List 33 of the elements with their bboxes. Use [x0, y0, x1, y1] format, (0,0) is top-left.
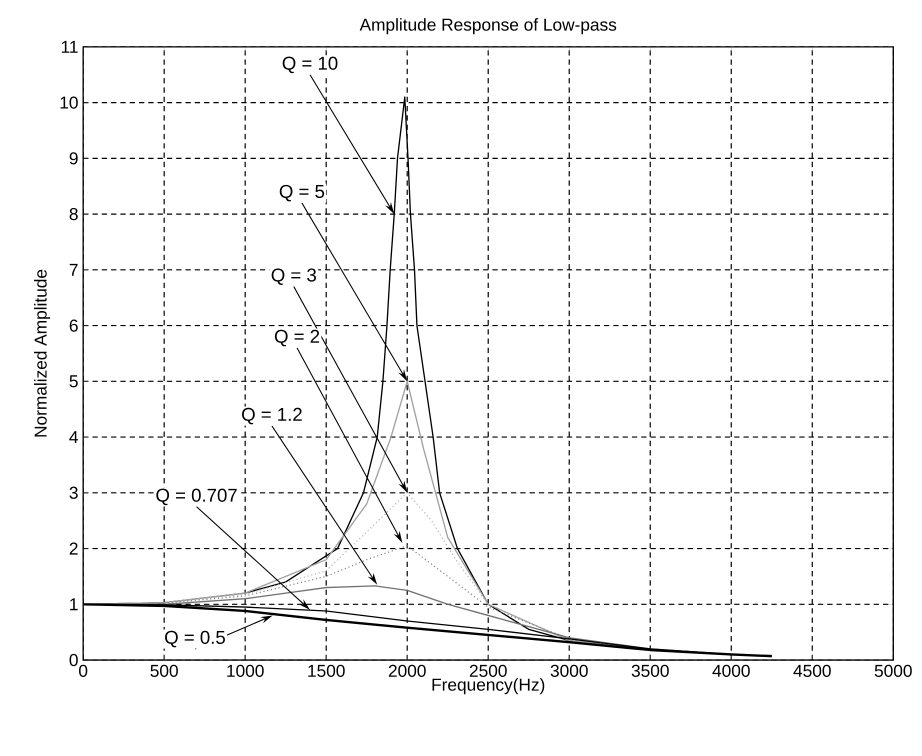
- x-tick-label: 2500: [470, 664, 507, 677]
- chart-title: Amplitude Response of Low-pass: [360, 18, 616, 34]
- y-tick-label: 9: [70, 152, 78, 164]
- x-tick-label: 500: [150, 664, 178, 677]
- x-tick-label: 1000: [227, 664, 264, 677]
- x-axis-title: Frequency(Hz): [432, 678, 544, 694]
- annotation: Q = 2: [274, 330, 320, 346]
- annotation: Q = 1.2: [242, 408, 302, 424]
- y-tick-label: 10: [60, 96, 78, 109]
- y-tick-label: 2: [70, 542, 78, 555]
- y-axis-title: Normalized Amplitude: [34, 270, 50, 436]
- y-tick-label: 11: [62, 40, 78, 53]
- x-tick-label: 2000: [388, 664, 426, 677]
- x-tick-label: 4500: [793, 664, 831, 677]
- annotation: Q = 10: [282, 56, 338, 74]
- annotation: Q = 5: [280, 184, 324, 202]
- y-tick-label: 8: [70, 208, 78, 220]
- y-tick-label: 0: [70, 654, 78, 666]
- x-tick-label: 4000: [712, 664, 750, 677]
- y-tick-label: 7: [70, 264, 78, 276]
- y-tick-label: 1: [70, 598, 78, 610]
- annotation: Q = 0.5: [165, 630, 225, 648]
- y-tick-label: 3: [70, 486, 78, 499]
- y-tick-label: 5: [70, 375, 78, 388]
- y-tick-label: 6: [70, 319, 78, 332]
- x-tick-label: 5000: [874, 664, 912, 677]
- annotation: Q = 3: [272, 268, 316, 285]
- x-tick-label: 3500: [632, 664, 669, 677]
- x-tick-label: 3000: [550, 664, 588, 677]
- x-tick-label: 0: [79, 664, 88, 677]
- annotation: Q = 0.707: [156, 488, 237, 506]
- x-tick-label: 1500: [308, 664, 345, 677]
- y-tick-label: 4: [69, 431, 78, 443]
